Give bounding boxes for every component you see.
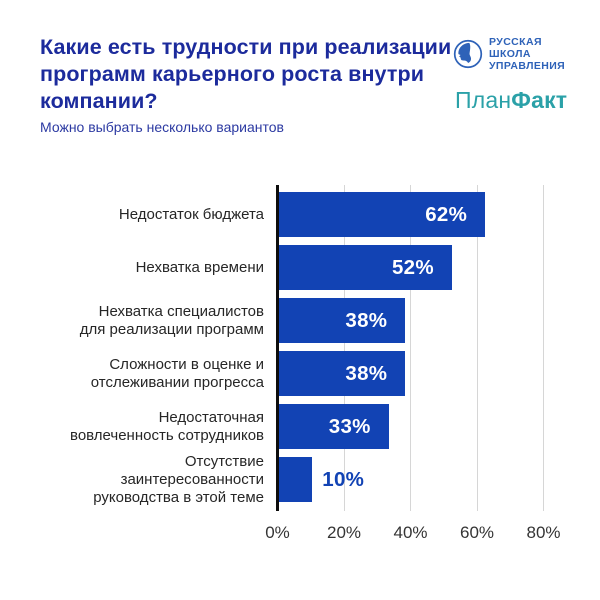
x-tick-label: 20% [326, 523, 362, 542]
x-tick-label: 0% [265, 523, 290, 542]
gridline-80pct [543, 185, 544, 511]
bar-progress-tracking: 38% [279, 351, 406, 396]
bar-value-label: 10% [322, 467, 365, 491]
x-tick-label: 40% [393, 523, 428, 542]
bar-value-label: 38% [345, 361, 388, 385]
category-label: Отсутствие заинтересованности руководств… [93, 452, 264, 506]
page-title: Какие есть трудности при реализации прог… [40, 35, 452, 113]
page-subtitle: Можно выбрать несколько вариантов [40, 119, 284, 135]
bar-value-label: 62% [425, 202, 468, 226]
category-labels-column: Недостаток бюджета Нехватка времени Нехв… [36, 192, 264, 506]
bar-value-label: 33% [328, 414, 371, 438]
x-tick-label: 80% [526, 523, 561, 542]
planfact-logo-part2: Факт [511, 87, 568, 113]
bar-value-label: 38% [345, 308, 388, 332]
bars-group: 62% 52% 38% 38% 33% [279, 192, 564, 510]
rsu-logo-line1: РУССКАЯ [489, 36, 542, 48]
gridline-40pct [410, 185, 411, 511]
bar-row: 38% [279, 351, 564, 396]
planfact-logo-part1: План [455, 87, 512, 113]
x-tick-label: 60% [459, 523, 495, 542]
category-label: Недостаток бюджета [118, 205, 264, 223]
category-label: Недостаточная вовлеченность сотрудников [70, 408, 264, 444]
bar-row: 33% [279, 404, 564, 449]
rsu-logo: РУССКАЯ ШКОЛА УПРАВЛЕНИЯ [453, 36, 567, 72]
bar-value-label: 52% [391, 255, 434, 279]
category-label: Нехватка времени [135, 258, 264, 276]
gridline-60pct [476, 185, 478, 511]
bar-row: 52% [279, 245, 564, 290]
bar-row: 38% [279, 298, 564, 343]
rsu-face-logo-icon [453, 39, 483, 69]
bar-chart-plot: 62% 52% 38% 38% 33% [276, 185, 564, 511]
rsu-logo-text: РУССКАЯ ШКОЛА УПРАВЛЕНИЯ [489, 36, 565, 72]
logos-block: РУССКАЯ ШКОЛА УПРАВЛЕНИЯ ПланФакт [453, 36, 567, 114]
category-label: Сложности в оценке и отслеживании прогре… [90, 355, 264, 391]
gridline-20pct [343, 185, 345, 511]
bar-row: 62% [279, 192, 564, 237]
bar-management-interest: 10% [279, 457, 364, 502]
bar-engagement: 33% [279, 404, 389, 449]
category-label: Нехватка специалистов для реализации про… [79, 302, 264, 338]
bar-time: 52% [279, 245, 452, 290]
planfact-logo: ПланФакт [455, 87, 567, 114]
rsu-logo-line3: УПРАВЛЕНИЯ [489, 60, 566, 72]
bar-specialists: 38% [279, 298, 406, 343]
rsu-logo-line2: ШКОЛА [489, 48, 531, 60]
bar-row: 10% [279, 457, 564, 502]
bar-budget: 62% [279, 192, 486, 237]
